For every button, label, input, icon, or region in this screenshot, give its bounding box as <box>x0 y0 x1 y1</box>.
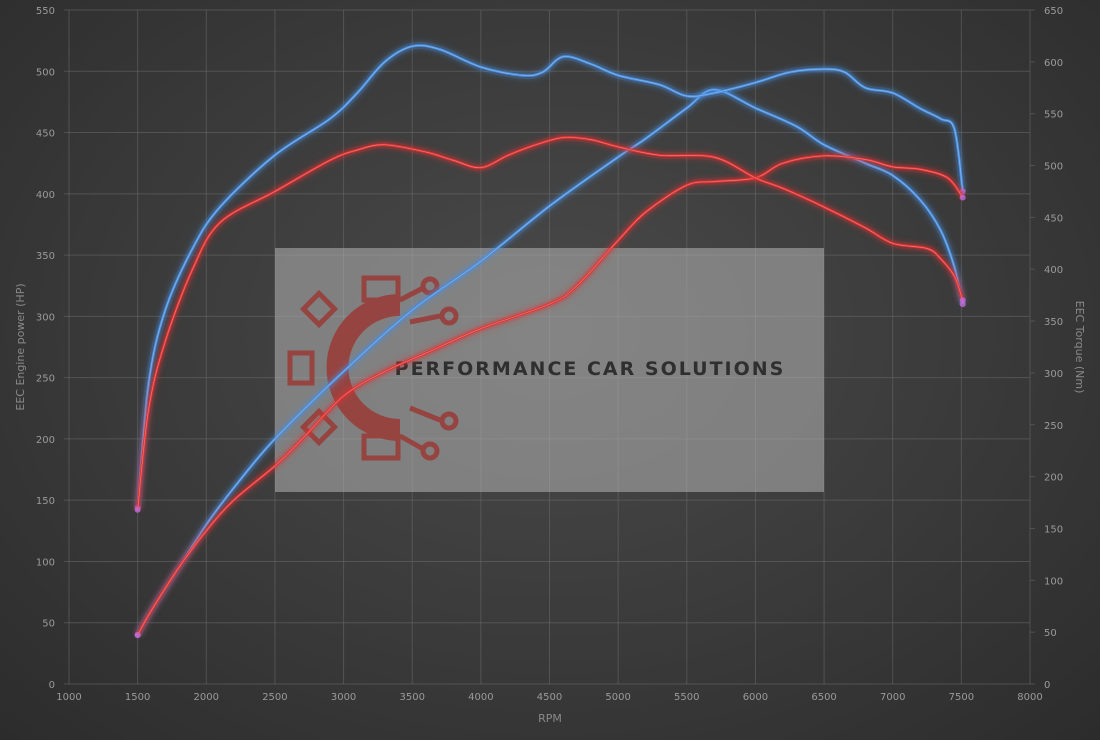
y-right-tick-label: 450 <box>1044 213 1063 224</box>
x-tick-label: 2000 <box>194 692 219 703</box>
series-line-torque-1 <box>136 44 965 508</box>
series-highlight <box>137 136 964 510</box>
y-right-tick-label: 600 <box>1044 58 1063 69</box>
y-left-tick-label: 100 <box>36 557 55 568</box>
x-tick-label: 3000 <box>331 692 356 703</box>
x-tick-label: 1000 <box>56 692 81 703</box>
series-endpoint <box>134 631 141 638</box>
series-line-power-2 <box>136 154 964 636</box>
x-tick-label: 5500 <box>674 692 699 703</box>
series-highlight <box>137 155 964 636</box>
watermark-text: PERFORMANCE CAR SOLUTIONS <box>395 358 786 380</box>
x-tick-label: 4500 <box>537 692 562 703</box>
y-left-tick-label: 150 <box>36 496 55 507</box>
y-left-tick-label: 400 <box>36 190 55 201</box>
series-endpoint <box>959 297 966 304</box>
y-right-tick-label: 400 <box>1044 265 1063 276</box>
y-right-tick-label: 500 <box>1044 162 1063 173</box>
y-right-tick-label: 50 <box>1044 628 1057 639</box>
x-tick-label: 3500 <box>399 692 424 703</box>
axis-ticks: 1000 1500 2000 2500 3000 3500 4000 4500 5000 5500… <box>36 6 1063 703</box>
y-left-tick-label: 200 <box>36 435 55 446</box>
y-left-tick-label: 250 <box>36 374 55 385</box>
series-endpoint <box>959 194 966 201</box>
x-axis-title: RPM <box>538 712 562 725</box>
y-left-tick-label: 0 <box>49 680 55 691</box>
y-left-tick-label: 350 <box>36 251 55 262</box>
gear-logo-icon <box>287 275 459 461</box>
y-right-tick-label: 150 <box>1044 524 1063 535</box>
x-tick-label: 7500 <box>949 692 974 703</box>
series-highlight <box>137 45 964 508</box>
x-tick-label: 4000 <box>468 692 493 703</box>
series-endpoint <box>134 506 141 513</box>
x-tick-label: 5000 <box>605 692 630 703</box>
x-tick-label: 6000 <box>743 692 768 703</box>
x-tick-label: 7000 <box>880 692 905 703</box>
y-left-tick-label: 450 <box>36 129 55 140</box>
grid-lines <box>68 9 1031 685</box>
series-lines <box>134 41 967 638</box>
y-right-tick-label: 350 <box>1044 317 1063 328</box>
y-left-tick-label: 500 <box>36 67 55 78</box>
y-axis-left-title: EEC Engine power (HP) <box>14 283 27 410</box>
y-right-tick-label: 650 <box>1044 6 1063 17</box>
y-right-tick-label: 100 <box>1044 576 1063 587</box>
watermark: PERFORMANCE CAR SOLUTIONS <box>275 248 824 492</box>
y-axis-right-title: EEC Torque (Nm) <box>1073 301 1086 394</box>
y-left-tick-label: 300 <box>36 312 55 323</box>
y-right-tick-label: 200 <box>1044 473 1063 484</box>
y-right-tick-label: 0 <box>1044 680 1050 691</box>
y-left-tick-label: 550 <box>36 6 55 17</box>
y-right-tick-label: 250 <box>1044 421 1063 432</box>
x-tick-label: 2500 <box>262 692 287 703</box>
series-line-torque-3 <box>136 135 964 510</box>
x-tick-label: 1500 <box>125 692 150 703</box>
y-left-tick-label: 50 <box>42 619 55 630</box>
y-right-tick-label: 300 <box>1044 369 1063 380</box>
y-right-tick-label: 550 <box>1044 110 1063 121</box>
x-tick-label: 8000 <box>1017 692 1042 703</box>
x-tick-label: 6500 <box>811 692 836 703</box>
